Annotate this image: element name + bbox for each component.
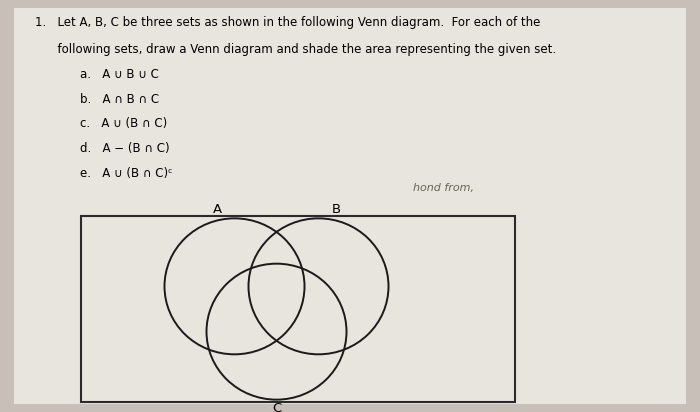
Text: d.   A − (B ∩ C): d. A − (B ∩ C) xyxy=(80,142,170,155)
Text: A: A xyxy=(212,203,222,216)
Text: following sets, draw a Venn diagram and shade the area representing the given se: following sets, draw a Venn diagram and … xyxy=(35,43,556,56)
Text: b.   A ∩ B ∩ C: b. A ∩ B ∩ C xyxy=(80,93,160,106)
Text: a.   A ∪ B ∪ C: a. A ∪ B ∪ C xyxy=(80,68,160,81)
Text: C: C xyxy=(272,402,281,412)
Text: c.   A ∪ (B ∩ C): c. A ∪ (B ∩ C) xyxy=(80,117,168,131)
Bar xyxy=(80,216,514,402)
Text: 1.   Let A, B, C be three sets as shown in the following Venn diagram.  For each: 1. Let A, B, C be three sets as shown in… xyxy=(35,16,540,30)
Text: e.   A ∪ (B ∩ C)ᶜ: e. A ∪ (B ∩ C)ᶜ xyxy=(80,167,173,180)
Text: B: B xyxy=(331,203,341,216)
Text: hond from,: hond from, xyxy=(413,183,474,193)
